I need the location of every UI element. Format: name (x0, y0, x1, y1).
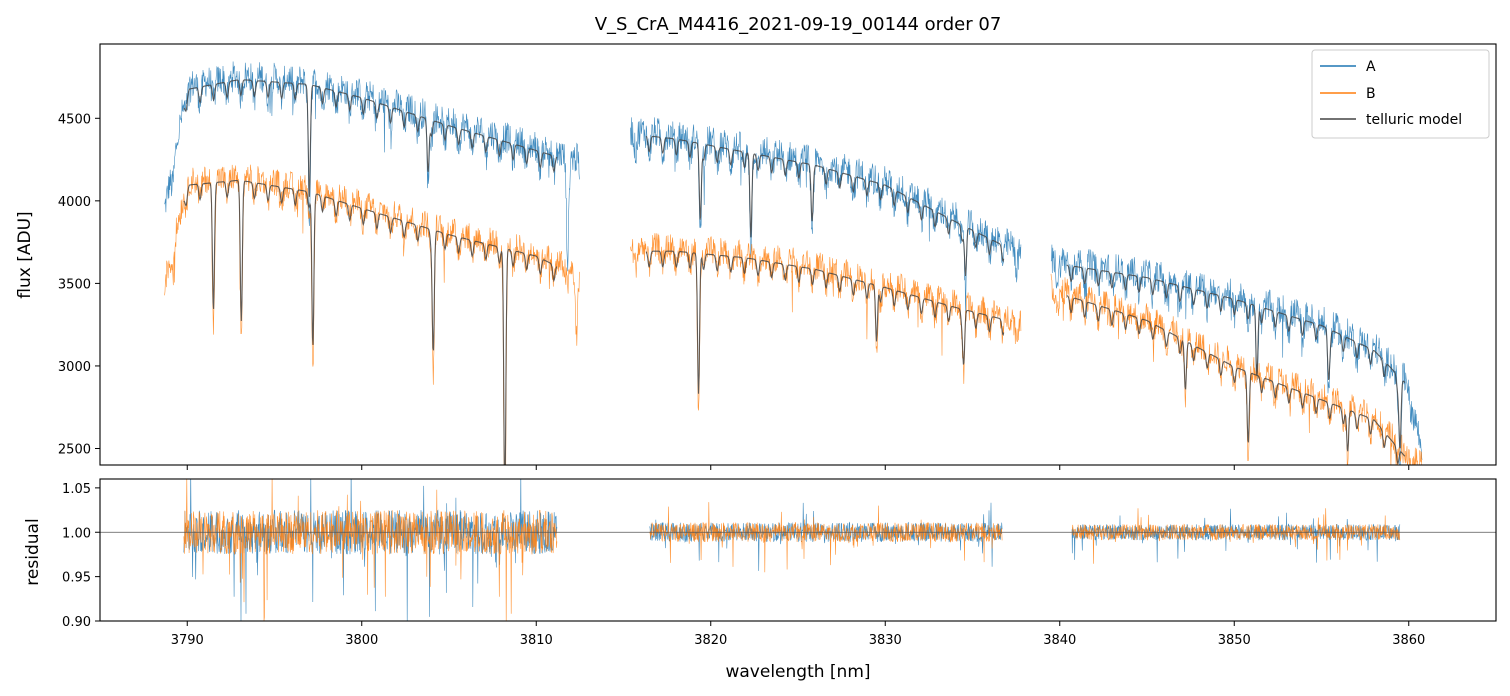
residual-series-a (183, 479, 1401, 621)
residual-y-tick-label: 1.00 (62, 526, 91, 541)
flux-lines (164, 61, 1423, 465)
residual-lines (183, 479, 1401, 621)
legend-label-b: B (1366, 86, 1376, 102)
telluric-model-b (183, 179, 1406, 465)
residual-y-ticks: 0.90 0.95 1.00 1.05 (62, 482, 100, 630)
flux-y-tick-label: 4000 (58, 195, 91, 210)
residual-x-tick-label: 3810 (520, 633, 553, 648)
flux-y-tick-label: 4500 (58, 112, 91, 127)
flux-y-label: flux [ADU] (15, 211, 35, 298)
residual-x-tick-label: 3800 (345, 633, 378, 648)
flux-x-ticks (186, 465, 1410, 470)
flux-y-tick-label: 2500 (58, 442, 91, 457)
legend-label-telluric: telluric model (1366, 112, 1462, 128)
residual-x-tick-label: 3820 (694, 633, 727, 648)
residual-x-tick-label: 3860 (1392, 633, 1425, 648)
residual-panel-frame (99, 478, 1497, 622)
flux-y-tick-label: 3500 (58, 277, 91, 292)
residual-y-tick-label: 1.05 (62, 482, 91, 497)
residual-y-tick-label: 0.90 (62, 615, 91, 630)
residual-x-ticks: 3790 3800 3810 3820 3830 3840 3850 3860 (171, 621, 1425, 648)
residual-x-tick-label: 3840 (1043, 633, 1076, 648)
residual-y-tick-label: 0.95 (62, 571, 91, 586)
residual-series-b (183, 479, 1401, 621)
flux-y-tick-label: 3000 (58, 360, 91, 375)
flux-series-a (164, 61, 1423, 465)
legend-box (1311, 49, 1490, 139)
residual-y-label: residual (23, 518, 43, 585)
flux-panel: 2500 3000 3500 4000 4500 flux [ADU] A B tell… (15, 43, 1497, 470)
flux-panel-frame (99, 43, 1497, 466)
residual-panel: 0.90 0.95 1.00 1.05 3790 3800 3810 3820 3830 384… (23, 478, 1497, 682)
residual-x-tick-label: 3850 (1218, 633, 1251, 648)
legend: A B telluric model (1311, 49, 1490, 139)
telluric-model-a (183, 79, 1406, 449)
flux-y-ticks: 2500 3000 3500 4000 4500 (58, 112, 100, 457)
residual-x-tick-label: 3830 (869, 633, 902, 648)
legend-label-a: A (1366, 59, 1376, 75)
flux-series-b (164, 164, 1423, 465)
residual-x-tick-label: 3790 (171, 633, 204, 648)
chart-title: V_S_CrA_M4416_2021-09-19_00144 order 07 (595, 14, 1002, 35)
x-axis-label: wavelength [nm] (725, 662, 870, 682)
